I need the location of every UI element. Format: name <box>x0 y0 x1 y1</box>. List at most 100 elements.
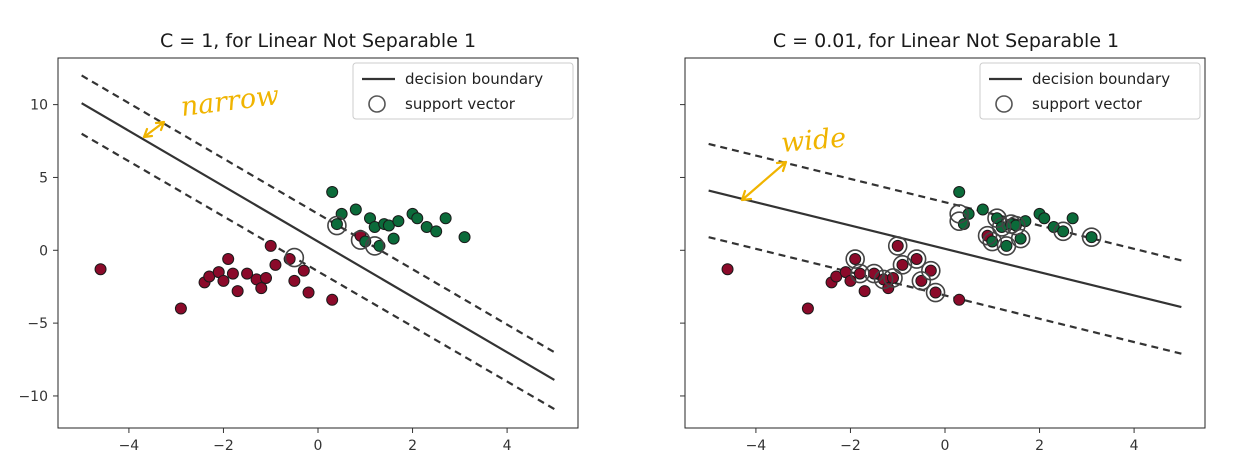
legend-box <box>352 62 574 120</box>
legend-label-support-vector: support vector <box>1032 95 1143 113</box>
y-tick-label: 10 <box>30 98 48 114</box>
x-tick-label: −4 <box>119 438 140 454</box>
annotation-wide: wide <box>740 122 847 202</box>
margin-upper-line <box>81 74 555 354</box>
legend: decision boundary support vector <box>979 62 1201 120</box>
support-vector-ring <box>892 255 913 275</box>
support-vector-ring <box>949 211 969 231</box>
y-tick-label: 0 <box>39 243 48 259</box>
y-tick-label: −10 <box>18 389 48 405</box>
support-vector-ring <box>906 249 927 269</box>
red-point <box>174 302 187 315</box>
chart-title: C = 0.01, for Linear Not Separable 1 <box>773 30 1119 52</box>
support-vector-ring <box>921 260 941 281</box>
decision-boundary-line <box>708 189 1182 309</box>
red-point <box>297 264 310 277</box>
green-point <box>458 231 471 244</box>
red-point <box>858 285 871 298</box>
support-vector-ring <box>327 215 347 236</box>
x-tick-label: 2 <box>1035 438 1044 454</box>
x-tick-label: −2 <box>213 438 234 454</box>
plot-frame <box>684 57 1206 429</box>
red-point <box>915 274 928 287</box>
red-point <box>326 293 339 306</box>
red-point <box>910 253 923 266</box>
double-arrow-icon <box>740 160 788 202</box>
red-point <box>260 271 272 284</box>
green-point <box>953 186 966 199</box>
margin-lower-line <box>708 236 1182 355</box>
legend-circle-swatch <box>995 95 1013 113</box>
x-tick-label: 0 <box>941 438 950 454</box>
green-point <box>439 212 452 225</box>
red-point <box>924 264 937 277</box>
support-vector-ring <box>284 247 305 268</box>
red-point <box>849 253 862 266</box>
support-vector-ring <box>925 282 946 303</box>
red-point <box>288 274 301 287</box>
decision-boundary-line <box>81 102 555 381</box>
x-tick-label: 4 <box>1130 438 1139 454</box>
x-tick-label: 0 <box>314 438 323 454</box>
green-point <box>349 203 362 216</box>
support-vector-ring <box>1010 228 1031 249</box>
x-tick-label: −2 <box>840 438 861 454</box>
support-vector-ring <box>873 269 894 290</box>
red-point <box>231 285 244 298</box>
plot-area: −4 −2 0 2 4 <box>680 57 1206 454</box>
red-point <box>721 263 734 276</box>
red-point <box>302 286 315 299</box>
red-point <box>217 274 230 287</box>
red-point <box>891 239 904 252</box>
legend-label-support-vector: support vector <box>405 95 516 113</box>
green-point <box>330 218 343 231</box>
support-vector-ring <box>1006 215 1026 236</box>
legend-circle-swatch <box>368 95 386 113</box>
support-vector-ring <box>949 204 969 224</box>
green-point <box>430 225 443 238</box>
support-vector-ring <box>883 268 903 288</box>
red-point <box>953 293 966 306</box>
plot-frame <box>57 57 579 429</box>
green-point <box>1000 239 1013 252</box>
green-point <box>1057 225 1070 238</box>
green-point <box>976 203 989 216</box>
support-vector-ring <box>364 236 385 256</box>
red-point <box>853 267 866 280</box>
support-vector-ring <box>1081 227 1102 247</box>
annotation-text: wide <box>780 122 847 159</box>
red-point <box>226 267 239 280</box>
plot-area: −4 −2 0 2 4 −10 −5 0 5 10 <box>18 57 579 454</box>
green-point <box>373 239 386 252</box>
green-point <box>326 186 339 199</box>
red-point <box>222 253 235 266</box>
green-point <box>392 215 405 228</box>
red-point <box>241 267 254 280</box>
red-point <box>929 286 942 299</box>
green-point <box>411 212 424 225</box>
legend: decision boundary support vector <box>352 62 574 120</box>
red-point <box>269 258 282 271</box>
margin-upper-line <box>708 142 1182 262</box>
legend-label-decision-boundary: decision boundary <box>1032 70 1170 88</box>
support-vector-ring <box>845 249 865 269</box>
x-tick-label: 2 <box>408 438 417 454</box>
legend-box <box>979 62 1201 120</box>
red-point <box>264 239 277 252</box>
green-point <box>1085 231 1098 244</box>
green-point <box>387 232 400 245</box>
y-tick-label: 5 <box>39 170 48 186</box>
support-vector-ring <box>887 236 908 256</box>
support-vector-ring <box>350 230 371 250</box>
x-tick-label: 4 <box>503 438 512 454</box>
support-vector-ring <box>977 225 998 246</box>
y-tick-label: −5 <box>27 316 48 332</box>
green-point <box>1066 212 1079 225</box>
red-point <box>94 263 107 276</box>
x-tick-label: −4 <box>746 438 767 454</box>
support-vector-ring <box>850 263 870 284</box>
red-point <box>896 258 909 271</box>
chart-title: C = 1, for Linear Not Separable 1 <box>160 30 476 52</box>
support-vector-ring <box>864 263 884 284</box>
legend-label-decision-boundary: decision boundary <box>405 70 543 88</box>
